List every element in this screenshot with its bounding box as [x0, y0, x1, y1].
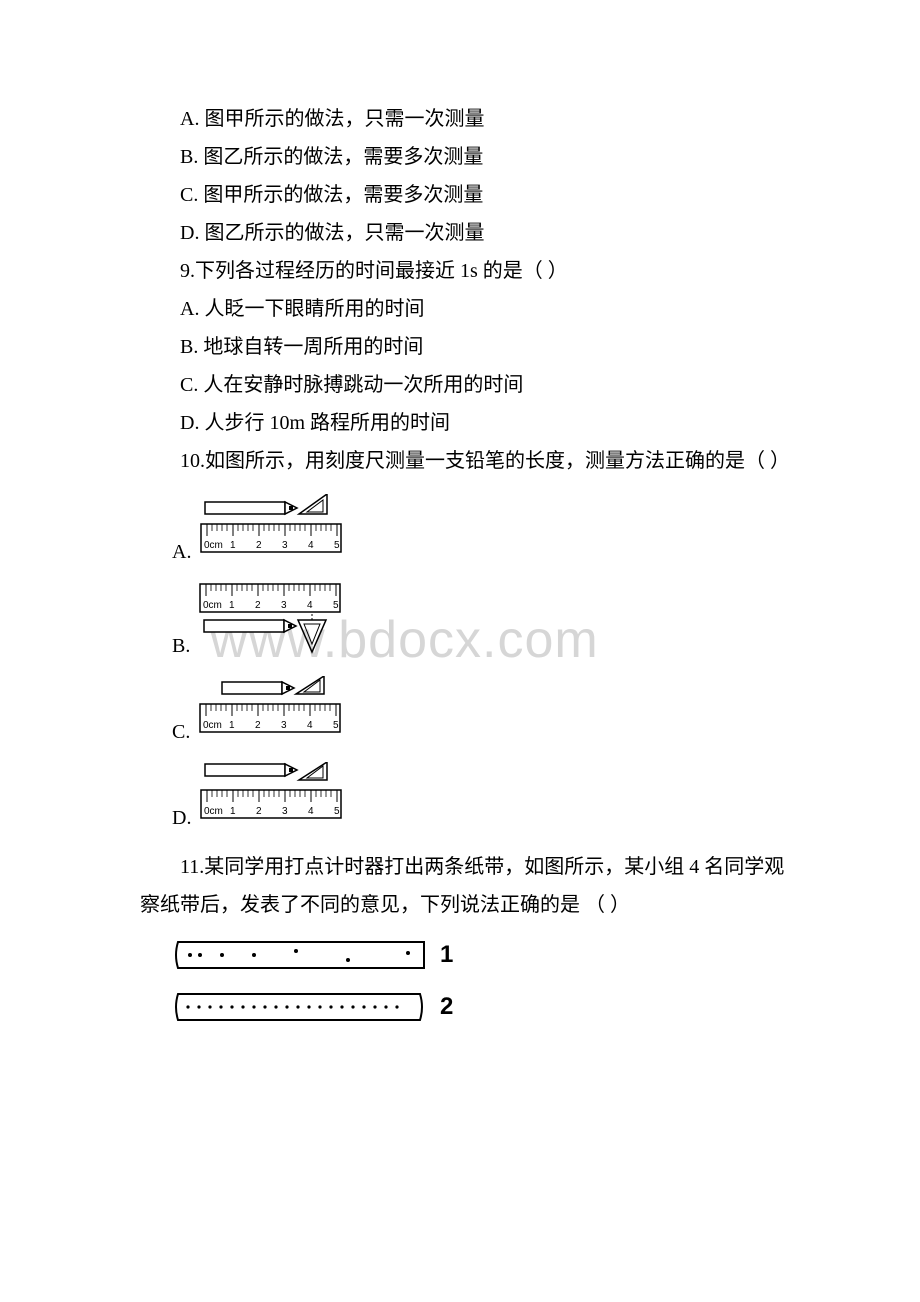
tape-diagram-2	[172, 990, 432, 1024]
q8-option-b: B. 图乙所示的做法，需要多次测量	[140, 138, 790, 176]
tape-2-label: 2	[440, 993, 453, 1021]
svg-text:4: 4	[308, 540, 314, 551]
svg-text:2: 2	[256, 540, 262, 551]
ruler-diagram-c: 0cm 1 2 3 4 5	[196, 676, 346, 744]
q10-figure-d: D.	[172, 762, 790, 830]
ruler-diagram-b: 0cm 1 2 3 4 5	[196, 582, 346, 658]
q9-option-a: A. 人眨一下眼睛所用的时间	[140, 290, 790, 328]
svg-text:3: 3	[282, 540, 288, 551]
q11-stem: 11.某同学用打点计时器打出两条纸带，如图所示，某小组 4 名同学观察纸带后，发…	[140, 848, 790, 924]
q8-option-d: D. 图乙所示的做法，只需一次测量	[140, 214, 790, 252]
svg-text:3: 3	[282, 806, 288, 817]
q9-stem: 9.下列各过程经历的时间最接近 1s 的是（ ）	[140, 252, 790, 290]
q10-label-d: D.	[172, 807, 191, 830]
q10-stem: 10.如图所示，用刻度尺测量一支铅笔的长度，测量方法正确的是（ ）	[140, 442, 790, 480]
q10-label-a: A.	[172, 541, 191, 564]
svg-text:0cm: 0cm	[204, 806, 223, 817]
q10-figure-b: B. 0cm	[172, 582, 790, 658]
svg-text:0cm: 0cm	[203, 600, 222, 611]
svg-text:2: 2	[255, 720, 261, 731]
q10-label-c: C.	[172, 721, 190, 744]
tape-diagram-1	[172, 938, 432, 972]
svg-text:3: 3	[281, 600, 287, 611]
svg-text:4: 4	[308, 806, 314, 817]
q11-tape-1: 1	[172, 938, 790, 972]
svg-text:5: 5	[333, 720, 339, 731]
svg-text:0cm: 0cm	[204, 540, 223, 551]
q10-figure-c: C.	[172, 676, 790, 744]
svg-text:1: 1	[230, 806, 236, 817]
q9-option-b: B. 地球自转一周所用的时间	[140, 328, 790, 366]
svg-text:4: 4	[307, 600, 313, 611]
svg-text:1: 1	[229, 720, 235, 731]
svg-text:0cm: 0cm	[203, 720, 222, 731]
svg-text:4: 4	[307, 720, 313, 731]
q8-option-c: C. 图甲所示的做法，需要多次测量	[140, 176, 790, 214]
q11-tape-2: 2	[172, 990, 790, 1024]
svg-text:5: 5	[333, 600, 339, 611]
q10-label-b: B.	[172, 635, 190, 658]
tape-1-label: 1	[440, 941, 453, 969]
svg-text:5: 5	[334, 540, 340, 551]
svg-text:5: 5	[334, 806, 340, 817]
q9-option-d: D. 人步行 10m 路程所用的时间	[140, 404, 790, 442]
ruler-diagram-a: 0cm 1 2 3 4 5	[197, 494, 347, 564]
q8-option-a: A. 图甲所示的做法，只需一次测量	[140, 100, 790, 138]
svg-text:1: 1	[229, 600, 235, 611]
ruler-diagram-d: 0cm 1 2 3 4 5	[197, 762, 347, 830]
svg-text:3: 3	[281, 720, 287, 731]
svg-text:2: 2	[255, 600, 261, 611]
q10-figure-a: A.	[172, 494, 790, 564]
svg-text:2: 2	[256, 806, 262, 817]
svg-text:1: 1	[230, 540, 236, 551]
q9-option-c: C. 人在安静时脉搏跳动一次所用的时间	[140, 366, 790, 404]
